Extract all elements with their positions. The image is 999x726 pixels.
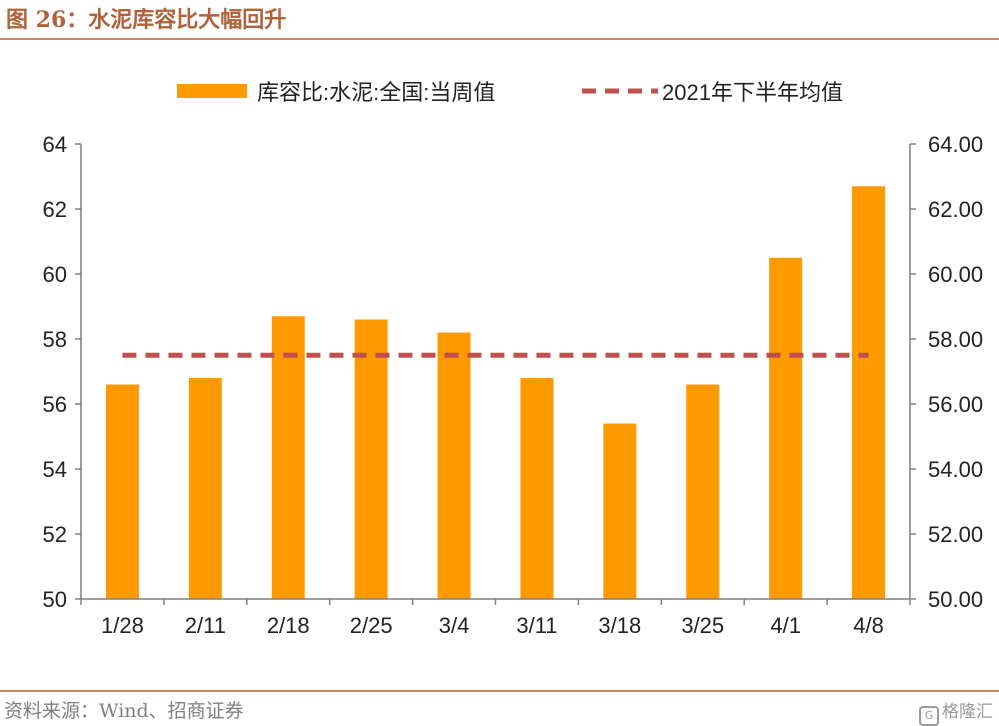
y-tick-label-left: 50 (43, 587, 67, 612)
legend: 库容比:水泥:全国:当周值 2021年下半年均值 (177, 80, 843, 105)
bar-2-11 (188, 378, 222, 599)
axes-group: 50 52 54 56 58 60 62 64 50.00 52.00 54.00 56.00 58.0… (43, 132, 984, 638)
bar-4-1 (769, 257, 803, 599)
bar-3-18 (603, 423, 637, 599)
bar-2-25 (354, 319, 388, 599)
x-tick-label: 3/25 (681, 613, 724, 638)
y-tick-label-right: 54.00 (928, 457, 983, 482)
y-tick-label-right: 64.00 (928, 132, 983, 157)
x-tick-label: 3/18 (598, 613, 641, 638)
bar-4-8 (852, 186, 886, 599)
legend-label-avg: 2021年下半年均值 (662, 80, 843, 105)
x-tick-label: 3/4 (439, 613, 470, 638)
watermark-text: 格隆汇 (942, 702, 993, 722)
y-tick-label-left: 58 (43, 327, 67, 352)
y-tick-label-left: 54 (43, 457, 67, 482)
y-tick-label-right: 52.00 (928, 522, 983, 547)
watermark-icon: G (919, 706, 939, 726)
bar-3-25 (686, 384, 720, 599)
legend-swatch-bar (177, 84, 247, 98)
y-tick-label-right: 60.00 (928, 262, 983, 287)
source-note: 资料来源：Wind、招商证券 (4, 700, 244, 722)
bars-group (105, 186, 886, 599)
y-tick-label-right: 62.00 (928, 197, 983, 222)
bar-3-4 (437, 332, 471, 599)
y-tick-label-left: 56 (43, 392, 67, 417)
x-tick-label: 4/8 (853, 613, 884, 638)
bar-3-11 (520, 378, 554, 599)
x-tick-label: 2/18 (267, 613, 310, 638)
x-tick-label: 4/1 (770, 613, 801, 638)
legend-label-bar: 库容比:水泥:全国:当周值 (257, 80, 495, 105)
y-tick-label-right: 56.00 (928, 392, 983, 417)
x-tick-label: 2/25 (350, 613, 393, 638)
x-tick-label: 1/28 (101, 613, 144, 638)
figure-title: 图 26：水泥库容比大幅回升 (6, 7, 287, 33)
y-tick-label-left: 52 (43, 522, 67, 547)
y-tick-label-left: 60 (43, 262, 67, 287)
title-rule (0, 38, 999, 40)
footer-rule (0, 690, 999, 692)
x-tick-label: 3/11 (516, 613, 557, 638)
x-tick-label: 2/11 (185, 613, 226, 638)
watermark-logo: G 格隆汇 (919, 697, 993, 726)
y-tick-label-right: 58.00 (928, 327, 983, 352)
y-tick-label-left: 62 (43, 197, 67, 222)
bar-2-18 (271, 316, 305, 599)
y-tick-label-left: 64 (43, 132, 67, 157)
bar-1-28 (105, 384, 139, 599)
y-tick-label-right: 50.00 (928, 587, 983, 612)
bar-chart: 库容比:水泥:全国:当周值 2021年下半年均值 50 52 54 56 58 60 62 6… (43, 80, 984, 638)
